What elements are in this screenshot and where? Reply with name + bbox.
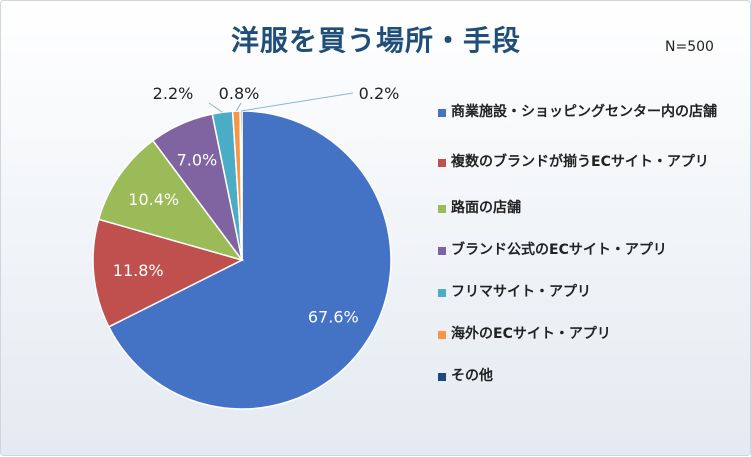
pie-slice <box>92 218 245 328</box>
leader-line <box>235 102 242 112</box>
legend-swatch <box>438 159 446 167</box>
leader-line <box>208 102 223 113</box>
legend-label: フリマサイト・アプリ <box>451 284 591 300</box>
pie-slice <box>97 139 244 262</box>
legend-item: 商業施設・ショッピングセンター内の店舗 <box>438 103 737 122</box>
legend-item: 路面の店舗 <box>438 199 737 218</box>
legend-label: その他 <box>451 368 493 384</box>
legend-label: 路面の店舗 <box>451 200 521 216</box>
slice-data-label: 0.2% <box>359 84 400 103</box>
legend-item: 複数のブランドが揃うECサイト・アプリ <box>438 153 737 172</box>
leader-line <box>241 92 354 112</box>
legend-item: ブランド公式のECサイト・アプリ <box>438 241 737 260</box>
legend-item: フリマサイト・アプリ <box>438 283 737 302</box>
slice-data-label: 10.4% <box>128 190 179 209</box>
legend-label: ブランド公式のECサイト・アプリ <box>451 242 667 258</box>
chart-title: 洋服を買う場所・手段 <box>230 24 521 57</box>
pie-slice <box>107 110 392 410</box>
slice-data-label: 67.6% <box>308 307 359 326</box>
legend-item: 海外のECサイト・アプリ <box>438 325 737 344</box>
sample-size-label: N=500 <box>665 39 714 55</box>
legend-label: 複数のブランドが揃うECサイト・アプリ <box>451 154 709 170</box>
legend-swatch <box>438 205 446 213</box>
slice-data-label: 2.2% <box>153 84 194 103</box>
legend-swatch <box>438 373 446 381</box>
legend-label: 商業施設・ショッピングセンター内の店舗 <box>451 104 717 120</box>
legend-swatch <box>438 247 446 255</box>
legend-swatch <box>438 331 446 339</box>
legend-swatch <box>438 289 446 297</box>
legend-swatch <box>438 109 446 117</box>
legend-label: 海外のECサイト・アプリ <box>451 326 611 342</box>
slice-data-label: 11.8% <box>113 261 164 280</box>
slice-data-label: 7.0% <box>177 150 218 169</box>
legend-item: その他 <box>438 367 737 386</box>
slice-data-label: 0.8% <box>219 84 260 103</box>
